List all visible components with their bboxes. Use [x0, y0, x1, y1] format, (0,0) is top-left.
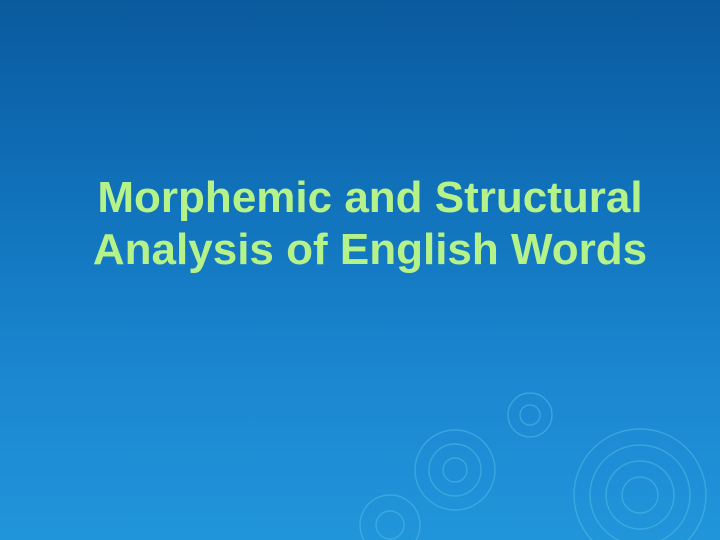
slide-title: Morphemic and Structural Analysis of Eng…: [40, 172, 700, 276]
title-line-2: Analysis of English Words: [40, 224, 700, 276]
title-line-1: Morphemic and Structural: [40, 172, 700, 224]
ripple-decoration: [340, 320, 720, 540]
slide: Morphemic and Structural Analysis of Eng…: [0, 0, 720, 540]
